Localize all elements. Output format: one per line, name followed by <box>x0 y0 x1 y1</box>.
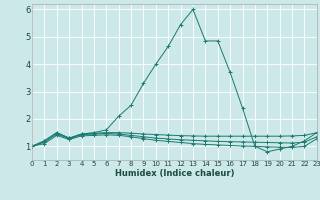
X-axis label: Humidex (Indice chaleur): Humidex (Indice chaleur) <box>115 169 234 178</box>
